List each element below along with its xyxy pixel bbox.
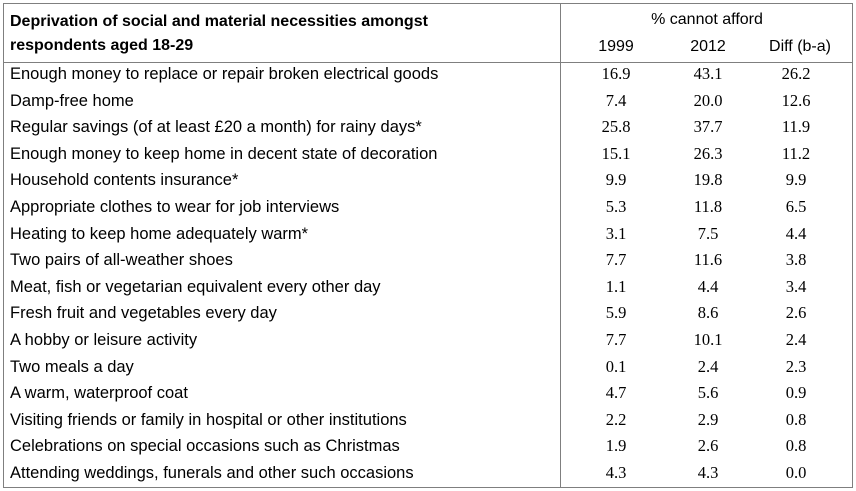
row-label: Celebrations on special occasions such a… <box>10 437 400 456</box>
value-2012: 43.1 <box>693 64 723 83</box>
value-diff: 11.2 <box>781 143 811 163</box>
value-2012: 5.6 <box>697 383 719 403</box>
value-1999: 1.9 <box>605 436 627 456</box>
value-2012: 11.6 <box>693 250 723 270</box>
value-1999: 7.7 <box>605 250 627 270</box>
column-header-diff: Diff (b-a) <box>769 38 831 55</box>
value-2012: 4.4 <box>697 276 719 296</box>
value-2012: 19.8 <box>693 170 723 190</box>
row-label: Household contents insurance* <box>10 171 239 190</box>
value-diff: 6.5 <box>785 197 807 216</box>
row-label: Appropriate clothes to wear for job inte… <box>10 198 340 216</box>
value-1999: 7.4 <box>605 90 627 110</box>
deprivation-table: Deprivation of social and material neces… <box>3 3 853 488</box>
value-1999: 4.7 <box>605 383 627 403</box>
row-label: Heating to keep home adequately warm* <box>10 224 309 243</box>
value-2012: 2.4 <box>697 356 719 376</box>
row-label: Meat, fish or vegetarian equivalent ever… <box>10 277 381 296</box>
table-title-line-2: respondents aged 18-29 <box>10 37 194 54</box>
value-diff: 3.8 <box>785 250 807 270</box>
column-header-1999: 1999 <box>598 38 634 55</box>
value-1999: 9.9 <box>605 170 627 190</box>
column-divider <box>560 4 561 487</box>
row-label: A hobby or leisure activity <box>10 331 198 349</box>
table-title-line-1: Deprivation of social and material neces… <box>10 13 428 30</box>
value-1999: 15.1 <box>601 143 631 163</box>
value-diff: 2.6 <box>785 303 807 323</box>
value-diff: 0.9 <box>785 383 807 403</box>
row-label: Enough money to replace or repair broken… <box>10 65 439 83</box>
value-diff: 0.8 <box>785 409 807 429</box>
row-label: Two pairs of all-weather shoes <box>10 251 233 270</box>
value-2012: 26.3 <box>693 143 723 163</box>
value-1999: 5.3 <box>605 197 627 216</box>
value-1999: 3.1 <box>605 223 627 243</box>
value-2012: 4.3 <box>697 463 719 482</box>
column-header-2012: 2012 <box>690 38 726 55</box>
value-1999: 2.2 <box>605 409 627 429</box>
row-label: Regular savings (of at least £20 a month… <box>10 118 422 137</box>
row-label: Visiting friends or family in hospital o… <box>10 410 407 429</box>
value-diff: 0.8 <box>785 436 807 456</box>
value-1999: 16.9 <box>601 64 631 83</box>
row-label: Fresh fruit and vegetables every day <box>10 304 277 323</box>
value-1999: 0.1 <box>605 356 627 376</box>
value-2012: 11.8 <box>693 197 723 216</box>
value-diff: 11.9 <box>781 117 811 137</box>
value-2012: 7.5 <box>697 223 719 243</box>
value-2012: 20.0 <box>693 90 723 110</box>
value-diff: 0.0 <box>785 463 807 482</box>
value-diff: 4.4 <box>785 223 807 243</box>
row-label: A warm, waterproof coat <box>10 384 188 403</box>
value-2012: 2.9 <box>697 409 719 429</box>
value-2012: 37.7 <box>693 117 723 137</box>
value-2012: 8.6 <box>697 303 719 323</box>
value-diff: 2.4 <box>785 330 807 349</box>
value-1999: 4.3 <box>605 463 627 482</box>
group-header: % cannot afford <box>651 11 763 28</box>
row-label: Damp-free home <box>10 91 134 110</box>
value-diff: 12.6 <box>781 90 811 110</box>
value-diff: 26.2 <box>781 64 811 83</box>
row-label: Attending weddings, funerals and other s… <box>10 464 414 482</box>
value-1999: 1.1 <box>605 276 627 296</box>
value-diff: 3.4 <box>785 276 807 296</box>
value-diff: 9.9 <box>785 170 807 190</box>
row-label: Enough money to keep home in decent stat… <box>10 144 438 163</box>
value-2012: 2.6 <box>697 436 719 456</box>
value-1999: 5.9 <box>605 303 627 323</box>
row-label: Two meals a day <box>10 357 134 376</box>
header-divider <box>4 62 852 63</box>
value-diff: 2.3 <box>785 356 807 376</box>
value-1999: 7.7 <box>605 330 627 349</box>
value-1999: 25.8 <box>601 117 631 137</box>
value-2012: 10.1 <box>693 330 723 349</box>
